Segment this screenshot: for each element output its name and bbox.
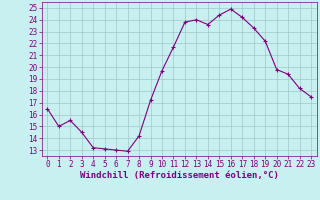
X-axis label: Windchill (Refroidissement éolien,°C): Windchill (Refroidissement éolien,°C) [80,171,279,180]
